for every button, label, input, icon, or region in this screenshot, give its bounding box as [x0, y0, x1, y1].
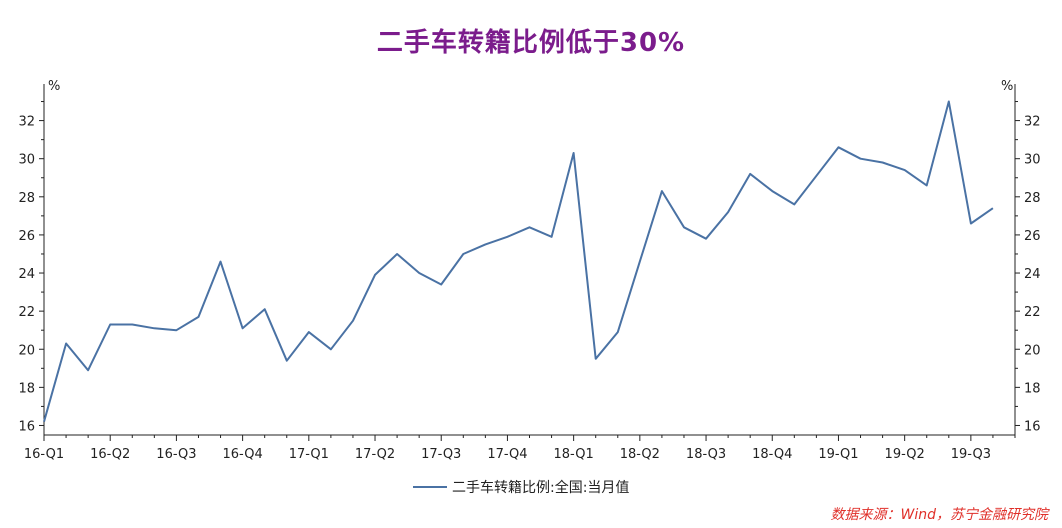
y-unit-left: % — [48, 79, 60, 94]
x-tick-label: 19-Q3 — [951, 447, 991, 462]
chart-title: 二手车转籍比例低于30% — [376, 28, 686, 58]
x-tick-label: 18-Q4 — [752, 447, 792, 462]
x-tick-label: 17-Q2 — [355, 447, 395, 462]
axes: % % 16 16 18 18 20 20 22 22 24 24 26 26 28 28 30 30 32 32 16… — [18, 79, 1040, 462]
y-tick-label-right: 32 — [1024, 115, 1041, 130]
legend-label: 二手车转籍比例:全国:当月值 — [452, 479, 629, 496]
x-tick-label: 17-Q1 — [289, 447, 329, 462]
plot-area — [43, 100, 994, 422]
x-tick-label: 16-Q4 — [223, 447, 263, 462]
x-tick-label: 17-Q3 — [421, 447, 461, 462]
source-note: 数据来源：Wind，苏宁金融研究院 — [830, 507, 1049, 523]
x-tick-label: 16-Q2 — [90, 447, 130, 462]
y-tick-label-right: 30 — [1024, 153, 1041, 168]
x-tick-label: 18-Q2 — [620, 447, 660, 462]
y-tick-label-left: 22 — [18, 305, 35, 320]
y-tick-label-left: 30 — [18, 153, 35, 168]
y-tick-label-left: 24 — [18, 267, 35, 282]
y-tick-label-right: 16 — [1024, 419, 1041, 434]
x-tick-label: 19-Q1 — [818, 447, 858, 462]
y-tick-label-left: 32 — [18, 115, 35, 130]
legend: 二手车转籍比例:全国:当月值 — [413, 479, 629, 496]
x-tick-label: 18-Q3 — [686, 447, 726, 462]
y-tick-label-right: 24 — [1024, 267, 1041, 282]
x-tick-label: 17-Q4 — [487, 447, 527, 462]
x-tick-label: 18-Q1 — [554, 447, 594, 462]
y-tick-label-left: 18 — [18, 381, 35, 396]
y-unit-right: % — [1001, 79, 1013, 94]
y-tick-label-left: 20 — [18, 343, 35, 358]
y-tick-label-right: 26 — [1024, 229, 1041, 244]
y-tick-label-left: 16 — [18, 419, 35, 434]
x-tick-label: 19-Q2 — [885, 447, 925, 462]
y-tick-label-right: 20 — [1024, 343, 1041, 358]
y-tick-label-left: 26 — [18, 229, 35, 244]
y-tick-label-left: 28 — [18, 191, 35, 206]
x-tick-label: 16-Q3 — [156, 447, 196, 462]
series-line — [43, 100, 994, 422]
y-tick-label-right: 18 — [1024, 381, 1041, 396]
y-tick-label-right: 22 — [1024, 305, 1041, 320]
y-tick-label-right: 28 — [1024, 191, 1041, 206]
x-tick-label: 16-Q1 — [24, 447, 64, 462]
